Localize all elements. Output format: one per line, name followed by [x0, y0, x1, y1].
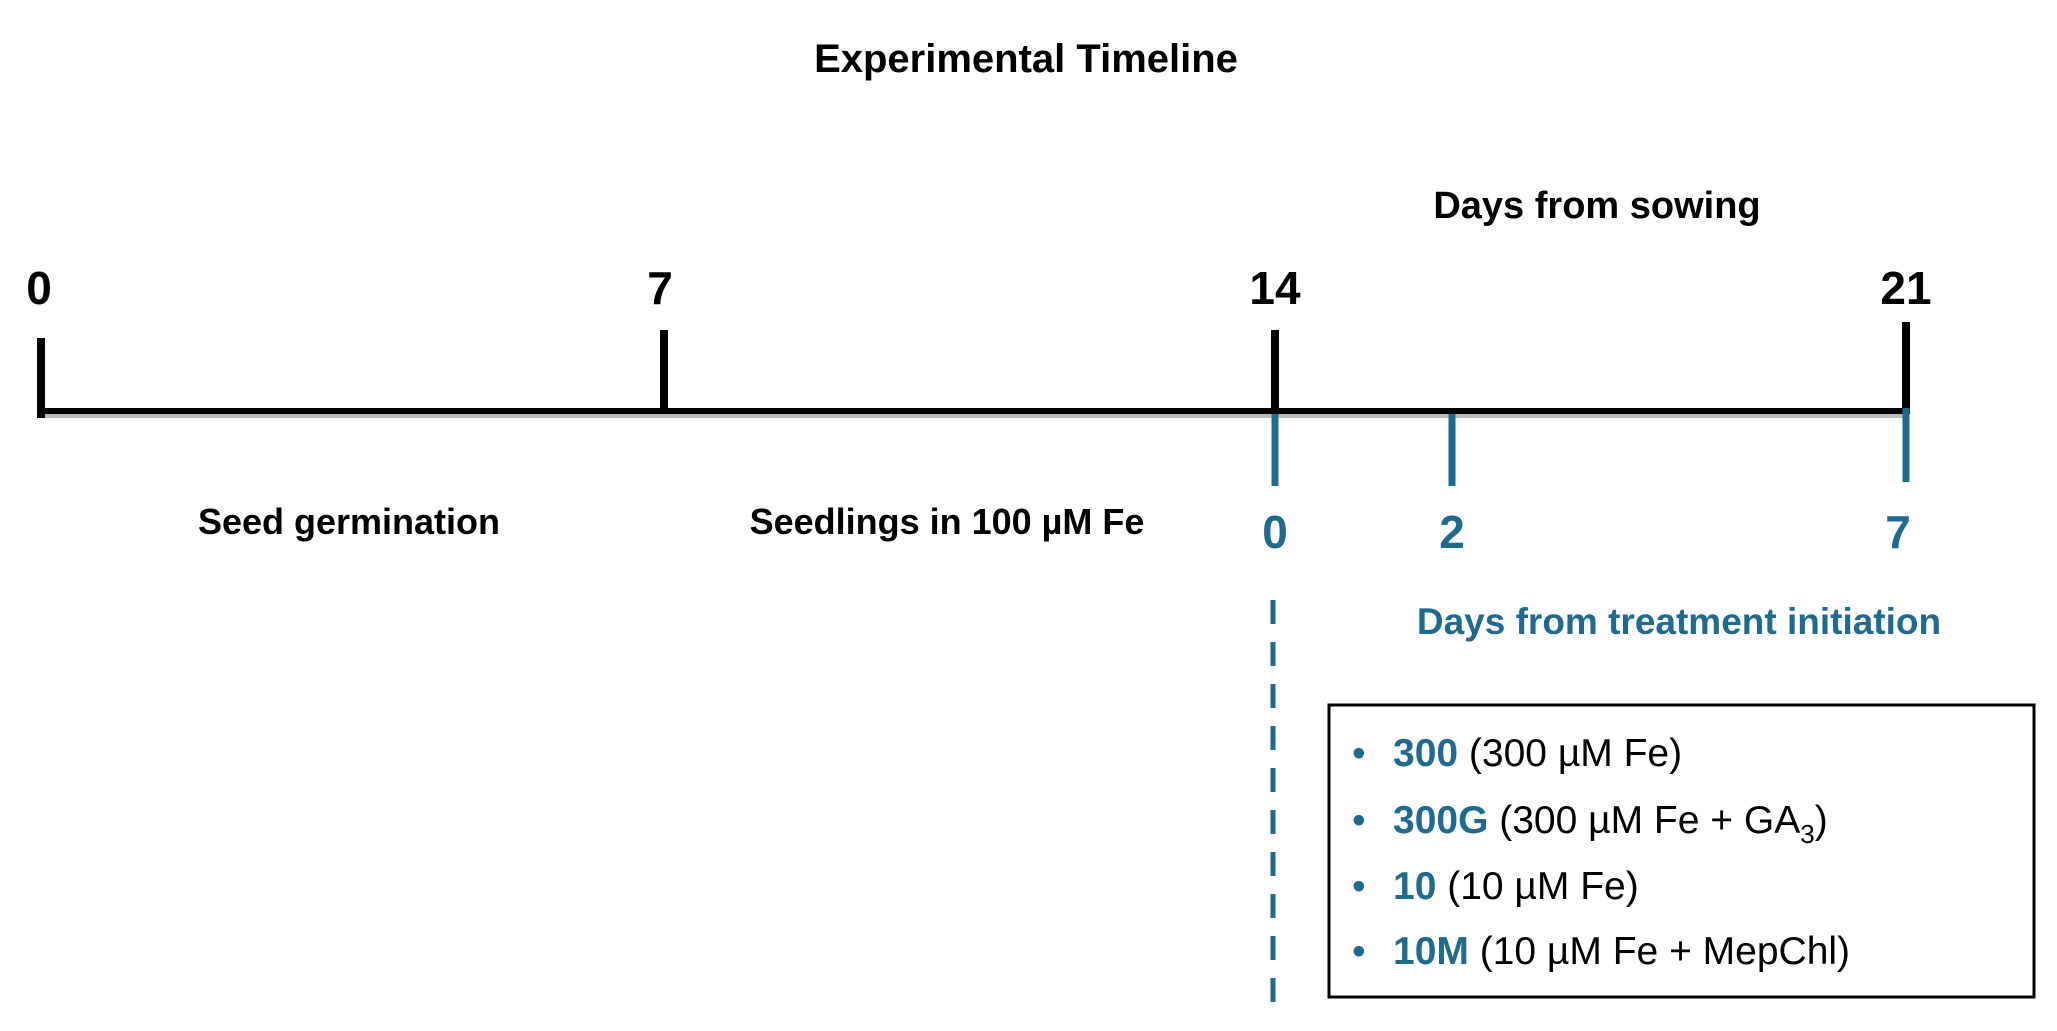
sowing-ticks [37, 322, 1910, 418]
phase-label: Seedlings in 100 µM Fe [750, 501, 1145, 542]
treatment-code: 300G [1393, 799, 1488, 842]
sowing-tick-label: 21 [1880, 262, 1931, 314]
sowing-axis-label: Days from sowing [1433, 185, 1760, 227]
subscript: 3 [1800, 819, 1814, 849]
treatment-description: (300 µM Fe + GA [1499, 799, 1800, 842]
treatment-code: 10 [1393, 865, 1436, 908]
bullet: • [1352, 732, 1366, 775]
treatment-description: (10 µM Fe) [1447, 865, 1639, 908]
treatment-item: 10 (10 µM Fe) [1393, 865, 1639, 908]
bullet: • [1352, 865, 1366, 908]
treatment-ticks [1271, 408, 1910, 486]
treatment-box [1327, 703, 2036, 999]
treatment-tick-label: 7 [1885, 506, 1911, 558]
treatment-description-end: ) [1815, 799, 1828, 842]
bullet: • [1352, 930, 1366, 973]
treatment-axis-label: Days from treatment initiation [1417, 601, 1941, 642]
treatment-code: 10M [1393, 930, 1469, 973]
sowing-tick-label: 7 [647, 262, 673, 314]
sowing-tick-label: 14 [1249, 262, 1301, 314]
treatment-tick-label: 2 [1439, 506, 1465, 558]
treatment-item: 300 (300 µM Fe) [1393, 732, 1682, 775]
treatment-code: 300 [1393, 732, 1458, 775]
treatment-item: 300G (300 µM Fe + GA3) [1393, 799, 1828, 849]
treatment-description: (300 µM Fe) [1469, 732, 1682, 775]
treatment-list: • 300 (300 µM Fe) • 300G (300 µM Fe + GA… [1352, 732, 1850, 973]
treatment-item: 10M (10 µM Fe + MepChl) [1393, 930, 1850, 973]
phase-label: Seed germination [198, 501, 500, 542]
treatment-description: (10 µM Fe + MepChl) [1480, 930, 1850, 973]
bullet: • [1352, 799, 1366, 842]
sowing-tick-label: 0 [26, 262, 52, 314]
treatment-tick-label: 0 [1262, 506, 1288, 558]
title: Experimental Timeline [814, 37, 1238, 81]
